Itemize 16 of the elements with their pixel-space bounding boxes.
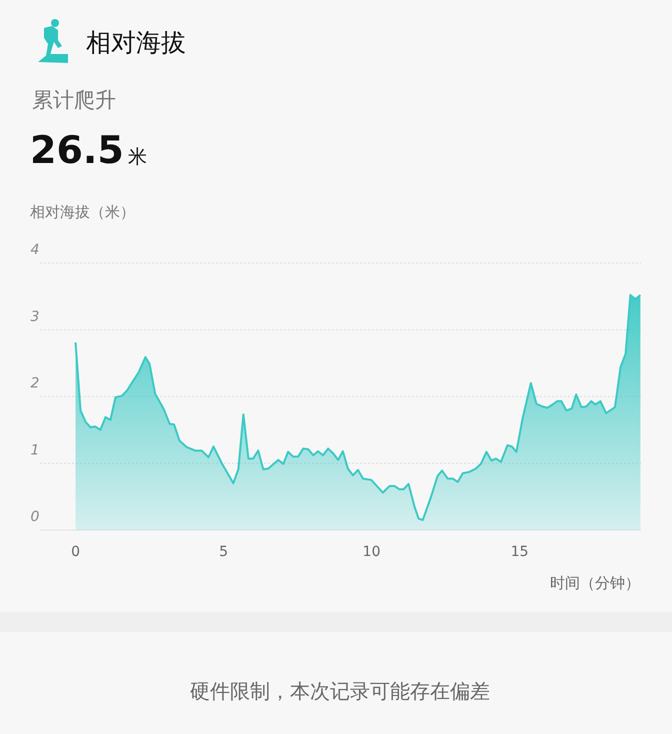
text: 26.5 (30, 128, 124, 172)
y-tick-label: 4 (30, 242, 40, 258)
y-tick-label: 3 (30, 308, 40, 325)
y-tick-label: 0 (30, 509, 40, 525)
y-tick-label: 2 (30, 376, 40, 392)
chart-title: 相对海拔 (86, 28, 186, 57)
x-tick-label: 0 (71, 544, 80, 560)
text: 硬件限制，本次记录可能存在偏差 (190, 679, 490, 703)
x-axis-title: 时间（分钟） (550, 574, 640, 592)
x-tick-label: 5 (219, 544, 228, 560)
x-tick-label: 10 (362, 544, 380, 560)
text: 累计爬升 (32, 88, 116, 112)
y-tick-label: 1 (30, 442, 40, 458)
text: 米 (128, 146, 147, 168)
y-axis-title: 相对海拔（米） (30, 203, 135, 221)
x-tick-label: 15 (510, 544, 529, 560)
